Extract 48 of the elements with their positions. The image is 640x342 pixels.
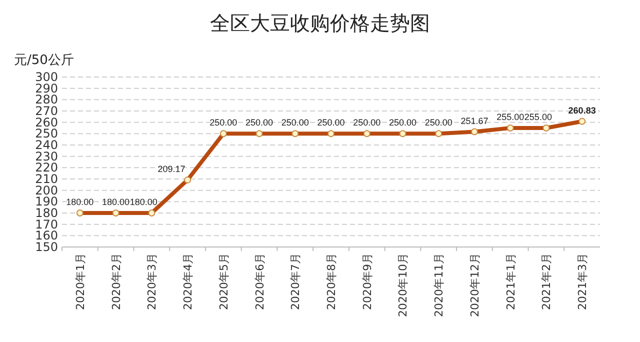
data-label: 209.17 [158, 164, 186, 174]
x-tick-label: 2020年11月 [432, 253, 446, 317]
data-label: 250.00 [246, 118, 274, 128]
x-tick-label: 2021年1月 [504, 253, 518, 310]
data-label: 250.00 [424, 118, 452, 128]
y-tick-label: 180 [35, 206, 58, 220]
y-tick-label: 150 [35, 240, 58, 254]
y-tick-label: 260 [35, 115, 58, 130]
y-tick-label: 230 [35, 149, 58, 164]
x-tick-label: 2020年5月 [217, 253, 230, 310]
data-label: 250.00 [317, 118, 345, 128]
data-label: 180.00 [130, 197, 158, 207]
y-tick-label: 290 [35, 81, 58, 96]
y-tick-label: 300 [35, 70, 58, 84]
y-axis-title: 元/50公斤 [14, 53, 74, 68]
y-tick-label: 210 [35, 172, 58, 186]
y-tick-label: 220 [35, 160, 58, 175]
data-label: 250.00 [281, 118, 309, 128]
x-tick-label: 2020年12月 [468, 253, 482, 317]
chart-title: 全区大豆收购价格走势图 [210, 11, 430, 35]
x-tick-label: 2021年2月 [540, 253, 554, 310]
x-tick-label: 2020年9月 [360, 253, 374, 310]
data-label: 180.00 [66, 197, 94, 207]
y-tick-label: 190 [35, 194, 58, 209]
x-tick-label: 2020年1月 [74, 253, 87, 310]
x-tick-label: 2020年10月 [396, 253, 410, 317]
data-label: 255.00 [496, 112, 524, 122]
x-tick-label: 2020年2月 [110, 253, 123, 310]
x-tick-label: 2020年8月 [325, 253, 338, 310]
y-tick-label: 270 [35, 104, 58, 118]
x-tick-label: 2021年3月 [576, 253, 590, 310]
data-label: 250.00 [388, 118, 416, 128]
data-label: 255.00 [524, 112, 552, 122]
y-tick-label: 200 [35, 183, 58, 198]
x-tick-label: 2020年6月 [253, 253, 266, 310]
y-tick-label: 250 [35, 126, 58, 141]
data-label: 260.83 [568, 105, 596, 116]
data-label: 250.00 [353, 118, 381, 128]
y-tick-label: 170 [35, 217, 58, 232]
data-label: 180.00 [102, 197, 130, 207]
data-label: 251.67 [460, 116, 488, 126]
x-tick-label: 2020年7月 [289, 253, 302, 310]
y-tick-label: 160 [35, 228, 58, 243]
x-tick-label: 2020年4月 [182, 253, 195, 310]
data-label: 250.00 [210, 118, 238, 128]
y-tick-label: 240 [35, 138, 58, 152]
x-tick-label: 2020年3月 [146, 253, 159, 310]
y-tick-label: 280 [35, 92, 58, 107]
